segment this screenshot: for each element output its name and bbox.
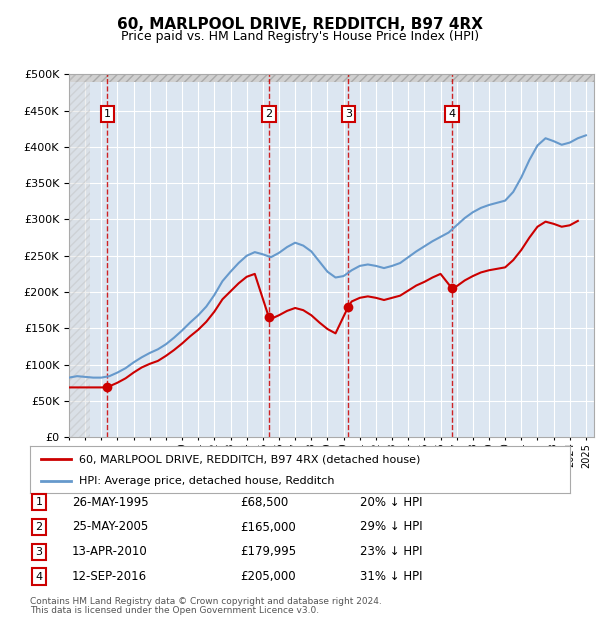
Text: 1: 1 [104, 109, 111, 119]
Text: 23% ↓ HPI: 23% ↓ HPI [360, 546, 422, 558]
Text: 3: 3 [345, 109, 352, 119]
Text: 2: 2 [35, 522, 43, 532]
Text: £179,995: £179,995 [240, 546, 296, 558]
Text: 25-MAY-2005: 25-MAY-2005 [72, 521, 148, 533]
Text: £68,500: £68,500 [240, 496, 288, 508]
Text: 13-APR-2010: 13-APR-2010 [72, 546, 148, 558]
Text: Contains HM Land Registry data © Crown copyright and database right 2024.: Contains HM Land Registry data © Crown c… [30, 597, 382, 606]
Text: 60, MARLPOOL DRIVE, REDDITCH, B97 4RX (detached house): 60, MARLPOOL DRIVE, REDDITCH, B97 4RX (d… [79, 454, 420, 464]
Text: 20% ↓ HPI: 20% ↓ HPI [360, 496, 422, 508]
Text: HPI: Average price, detached house, Redditch: HPI: Average price, detached house, Redd… [79, 476, 334, 486]
Text: 31% ↓ HPI: 31% ↓ HPI [360, 570, 422, 583]
Text: This data is licensed under the Open Government Licence v3.0.: This data is licensed under the Open Gov… [30, 606, 319, 615]
Text: 26-MAY-1995: 26-MAY-1995 [72, 496, 149, 508]
Text: 60, MARLPOOL DRIVE, REDDITCH, B97 4RX: 60, MARLPOOL DRIVE, REDDITCH, B97 4RX [117, 17, 483, 32]
Text: 1: 1 [35, 497, 43, 507]
Text: 3: 3 [35, 547, 43, 557]
Text: £165,000: £165,000 [240, 521, 296, 533]
Text: 4: 4 [448, 109, 455, 119]
Text: 2: 2 [265, 109, 272, 119]
Text: £205,000: £205,000 [240, 570, 296, 583]
Text: 29% ↓ HPI: 29% ↓ HPI [360, 521, 422, 533]
Text: 12-SEP-2016: 12-SEP-2016 [72, 570, 147, 583]
Text: 4: 4 [35, 572, 43, 582]
Text: Price paid vs. HM Land Registry's House Price Index (HPI): Price paid vs. HM Land Registry's House … [121, 30, 479, 43]
